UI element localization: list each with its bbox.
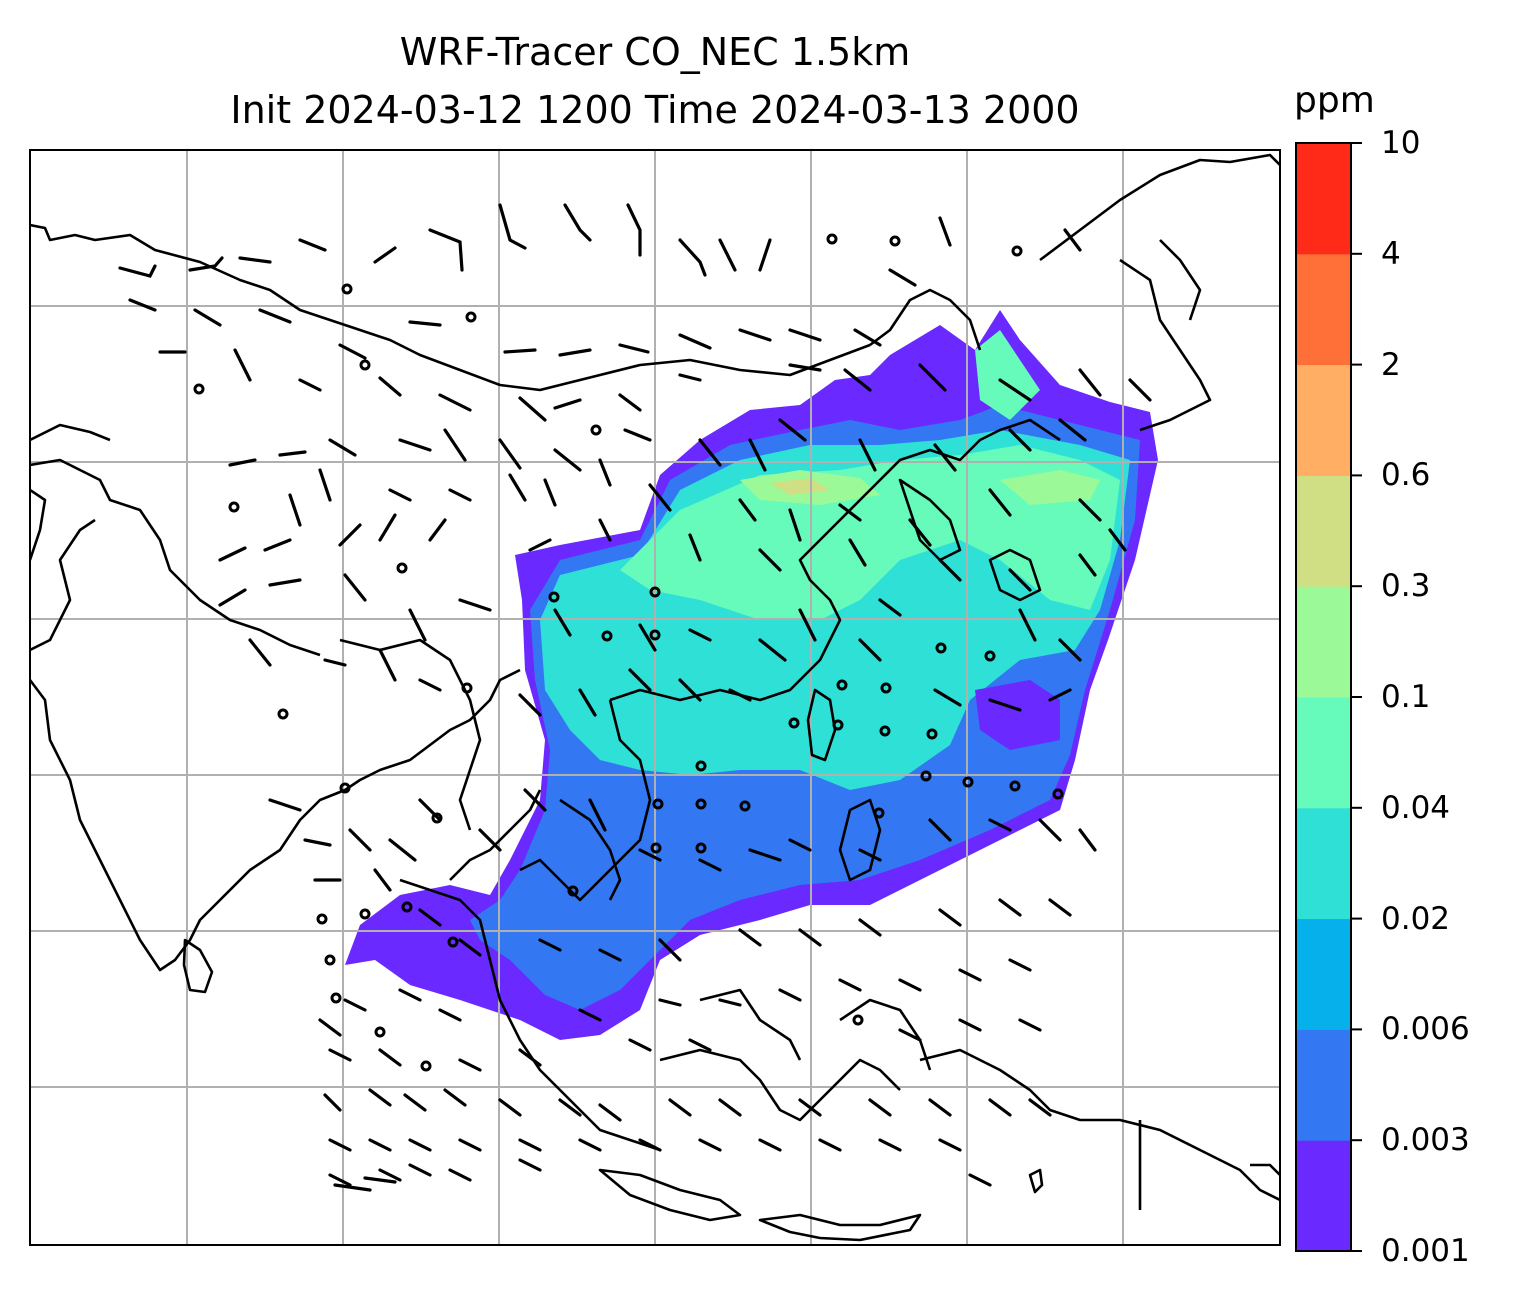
colorbar-tick-label: 0.04 xyxy=(1381,789,1451,826)
field-band-004 xyxy=(620,445,1120,620)
colorbar-band xyxy=(1296,586,1351,698)
colorbar-tick-label: 0.006 xyxy=(1381,1011,1470,1048)
calm-wind-markers xyxy=(193,233,1064,1072)
wind-barbs xyxy=(118,203,1152,1192)
colorbar-tick-label: 10 xyxy=(1381,125,1421,161)
colorbar-bands xyxy=(1296,143,1351,1252)
colorbar-band xyxy=(1296,364,1351,476)
tracer-field xyxy=(345,310,1158,1040)
colorbar-band xyxy=(1296,918,1351,1030)
colorbar-tick-label: 0.001 xyxy=(1381,1233,1470,1269)
coastlines xyxy=(30,153,1280,1242)
colorbar-band xyxy=(1296,143,1351,255)
colorbar-tick-label: 0.02 xyxy=(1381,900,1451,937)
colorbar-band xyxy=(1296,1029,1351,1141)
map-title-line2: Init 2024-03-12 1200 Time 2024-03-13 200… xyxy=(230,88,1080,132)
field-band-01b xyxy=(1000,470,1100,505)
colorbar-tick-label: 4 xyxy=(1381,235,1401,272)
colorbar-band xyxy=(1296,697,1351,809)
colorbar-tick-label: 0.3 xyxy=(1381,568,1431,605)
colorbar-band xyxy=(1296,475,1351,587)
colorbar-band xyxy=(1296,807,1351,920)
colorbar-band xyxy=(1296,1140,1351,1252)
colorbar-tick-label: 0.6 xyxy=(1381,457,1431,494)
map-content xyxy=(30,150,1280,1245)
field-band-03 xyxy=(770,478,830,495)
colorbar-tick-label: 2 xyxy=(1381,346,1401,383)
field-band-001-east xyxy=(975,680,1060,750)
colorbar-unit-label: ppm xyxy=(1294,80,1375,121)
map-title-line1: WRF-Tracer CO_NEC 1.5km xyxy=(399,30,911,74)
map-frame xyxy=(29,149,1281,1246)
colorbar-tick-label: 0.1 xyxy=(1381,679,1431,715)
colorbar xyxy=(1295,142,1362,1252)
colorbar-band xyxy=(1296,253,1351,366)
colorbar-tick-label: 0.003 xyxy=(1381,1122,1470,1159)
colorbar-ticks xyxy=(1351,142,1362,1252)
